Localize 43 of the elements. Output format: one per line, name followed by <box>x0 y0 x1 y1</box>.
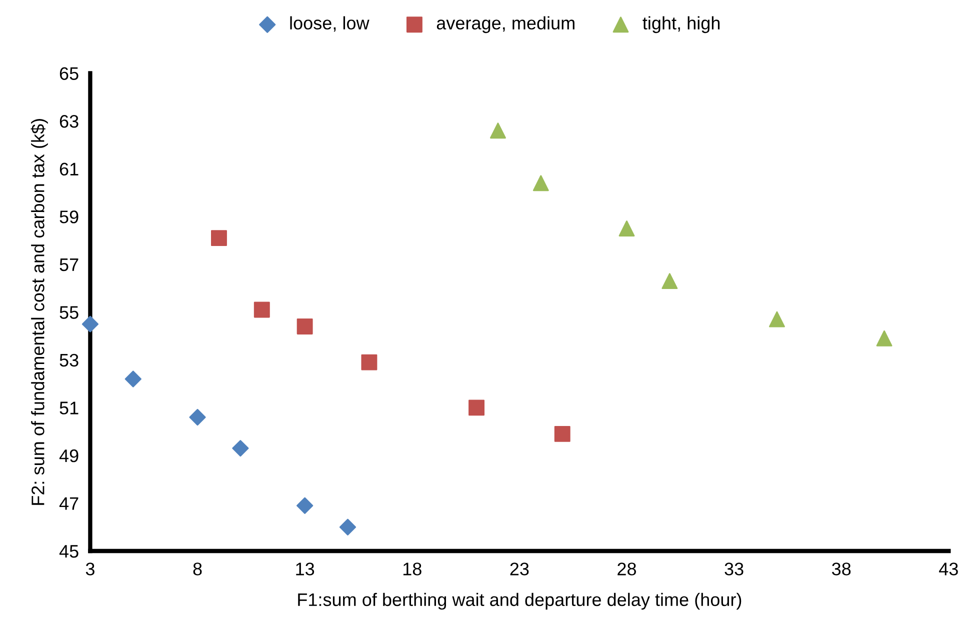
y-tick-label: 45 <box>59 545 78 558</box>
x-tick-label: 28 <box>618 562 636 576</box>
point <box>361 354 378 370</box>
point <box>490 122 506 139</box>
x-tick-label: 23 <box>510 562 529 576</box>
y-tick-label: 63 <box>60 114 78 128</box>
point <box>189 408 206 426</box>
point <box>124 370 142 388</box>
y-tick-label: 47 <box>59 497 78 510</box>
y-tick-label: 61 <box>60 162 78 176</box>
legend-label: loose, low <box>290 16 370 32</box>
point <box>296 497 314 514</box>
x-axis-title: F1:sum of berthing wait and departure delay time (hour) <box>298 592 742 610</box>
x-tick-label: 38 <box>832 562 851 576</box>
point <box>339 518 356 536</box>
y-tick-label: 57 <box>60 258 78 272</box>
x-tick-label: 33 <box>724 562 744 576</box>
x-tick-label: 3 <box>86 562 94 576</box>
point <box>82 316 99 332</box>
point <box>554 426 570 442</box>
point <box>532 175 549 192</box>
y-tick-label: 59 <box>60 210 78 224</box>
point <box>618 220 635 236</box>
x-tick-label: 8 <box>193 562 202 576</box>
point <box>211 230 227 246</box>
point <box>232 440 249 457</box>
legend-label: average, medium <box>436 16 574 34</box>
point <box>468 400 484 416</box>
point <box>254 302 270 318</box>
legend-label: tight, high <box>642 16 720 34</box>
x-tick-label: 13 <box>296 562 314 576</box>
point <box>876 330 892 346</box>
y-tick-label: 49 <box>59 449 78 462</box>
point <box>662 273 678 290</box>
y-tick-label: 65 <box>60 67 78 80</box>
y-tick-label: 55 <box>60 306 78 319</box>
x-tick-label: 43 <box>939 562 958 576</box>
y-tick-label: 51 <box>60 402 78 414</box>
point <box>296 318 313 334</box>
point <box>768 311 785 328</box>
x-tick-label: 18 <box>403 562 422 576</box>
y-tick-label: 53 <box>60 354 78 367</box>
y-axis-title: F2: sum of fundamental cost and carbon tax (k$) <box>30 119 48 505</box>
